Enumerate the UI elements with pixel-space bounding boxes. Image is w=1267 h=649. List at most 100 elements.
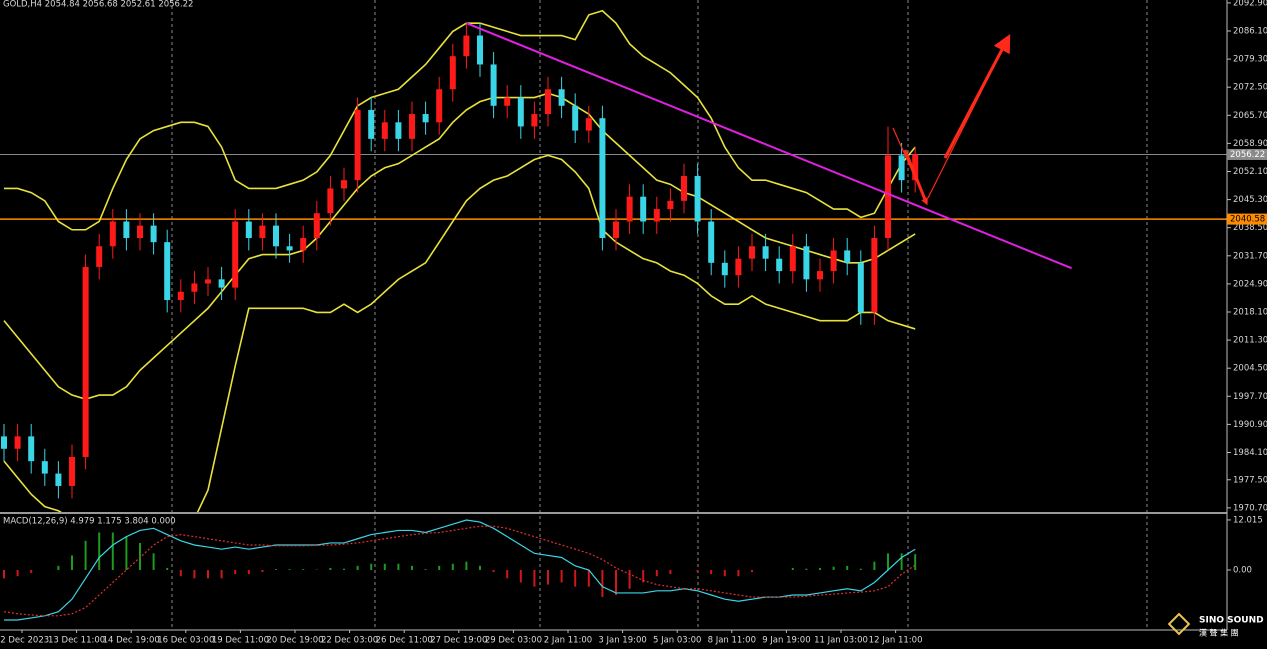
y-tick-label: 2004.50 <box>1233 364 1267 374</box>
y-tick-label: 1984.10 <box>1233 448 1267 458</box>
candle-body <box>789 246 796 272</box>
y-tick-label: 2011.30 <box>1233 336 1267 346</box>
candle-body <box>803 246 810 280</box>
price-tag-label: 2056.22 <box>1230 150 1265 160</box>
candle-body <box>463 35 470 57</box>
candle-body <box>694 176 701 222</box>
candle-body <box>477 35 483 65</box>
candle-body <box>749 246 755 259</box>
plot <box>0 9 1227 621</box>
candle-body <box>490 64 497 106</box>
x-tick-label: 12 Dec 2023 <box>0 636 49 646</box>
x-tick-label: 5 Jan 03:00 <box>653 636 701 646</box>
candle-body <box>381 122 388 139</box>
y-tick-label: 2031.70 <box>1233 251 1267 261</box>
price-tag <box>1227 213 1267 225</box>
band-line <box>4 9 916 231</box>
bands <box>3 9 916 512</box>
annotation-arrows <box>892 34 1011 206</box>
x-tick-label: 14 Dec 19:00 <box>103 636 160 646</box>
x-tick-label: 22 Dec 03:00 <box>321 636 378 646</box>
candle-body <box>667 200 674 210</box>
candle-body <box>844 250 851 263</box>
candle-body <box>517 97 524 127</box>
x-tick-label: 9 Jan 19:00 <box>762 636 810 646</box>
candle-body <box>177 291 184 301</box>
y-tick-label: 2045.30 <box>1233 195 1267 205</box>
candle-body <box>572 105 579 131</box>
macd-y-tick-label: 12.015 <box>1233 515 1263 525</box>
candle-body <box>653 209 660 222</box>
candle-body <box>504 97 511 106</box>
y-tick-label: 2065.70 <box>1233 111 1267 121</box>
candle-body <box>273 225 279 247</box>
candle-body <box>313 213 320 239</box>
candle-body <box>28 436 35 462</box>
price-tag-label: 2040.58 <box>1230 215 1265 225</box>
candle-body <box>55 473 62 486</box>
candle-body <box>558 89 565 106</box>
x-tick-label: 26 Dec 11:00 <box>376 636 433 646</box>
x-tick-label: 20 Dec 19:00 <box>266 636 323 646</box>
candle-body <box>150 225 157 243</box>
candle-body <box>109 221 116 247</box>
candle-body <box>776 258 783 272</box>
candle-body <box>857 262 864 313</box>
candle-body <box>368 109 375 139</box>
candle-body <box>422 114 429 123</box>
candle-body <box>232 221 239 288</box>
arrow <box>943 34 1011 159</box>
candle-body <box>681 176 687 201</box>
candle-body <box>762 246 769 259</box>
candle-body <box>449 56 456 90</box>
candle-body <box>436 89 443 123</box>
candle-body <box>205 279 211 284</box>
candle-body <box>69 457 75 486</box>
candle-body <box>912 154 919 181</box>
y-tick-label: 2058.90 <box>1233 139 1267 149</box>
candle-body <box>830 250 837 272</box>
candle-body <box>708 221 715 263</box>
logo: SINO SOUND 漢 聲 集 團 <box>1167 612 1264 638</box>
candle-body <box>613 221 619 239</box>
y-tick-label: 2018.10 <box>1233 307 1267 317</box>
logo-sub: 漢 聲 集 團 <box>1199 628 1239 638</box>
macd-y-tick-label: 0.00 <box>1233 566 1252 576</box>
candle-body <box>286 246 293 251</box>
macd-line <box>4 519 916 621</box>
candle-body <box>885 155 891 239</box>
candle-body <box>531 114 538 127</box>
price-tag <box>1227 148 1267 160</box>
candle-body <box>545 89 551 115</box>
logo-name: SINO SOUND <box>1199 616 1264 626</box>
candle-body <box>585 118 592 131</box>
x-tick-label: 8 Jan 11:00 <box>708 636 756 646</box>
candle-body <box>164 242 171 301</box>
candle-body <box>721 262 728 276</box>
y-tick-label: 1990.90 <box>1233 420 1267 430</box>
x-tick-label: 13 Dec 11:00 <box>48 636 105 646</box>
candle-body <box>626 196 633 222</box>
y-tick-label: 2052.10 <box>1233 167 1267 177</box>
candle-body <box>245 221 252 239</box>
x-tick-label: 3 Jan 19:00 <box>598 636 646 646</box>
x-tick-label: 2 Jan 11:00 <box>544 636 592 646</box>
candle-body <box>218 279 225 288</box>
y-tick-label: 2086.10 <box>1233 26 1267 36</box>
chart-title: GOLD,H4 2054.84 2056.68 2052.61 2056.22 <box>3 0 193 10</box>
candle-body <box>82 266 89 458</box>
y-tick-label: 1970.70 <box>1233 503 1267 513</box>
candle-body <box>409 114 415 139</box>
candle-body <box>817 271 823 280</box>
candle-body <box>191 283 198 292</box>
x-tick-label: 29 Dec 03:00 <box>485 636 542 646</box>
candle-body <box>898 155 905 181</box>
x-tick-label: 27 Dec 19:00 <box>430 636 487 646</box>
x-tick-label: 16 Dec 03:00 <box>157 636 214 646</box>
candle-body <box>300 238 307 251</box>
x-tick-label: 19 Dec 11:00 <box>212 636 269 646</box>
candle-body <box>395 122 402 139</box>
candle-body <box>871 238 878 313</box>
